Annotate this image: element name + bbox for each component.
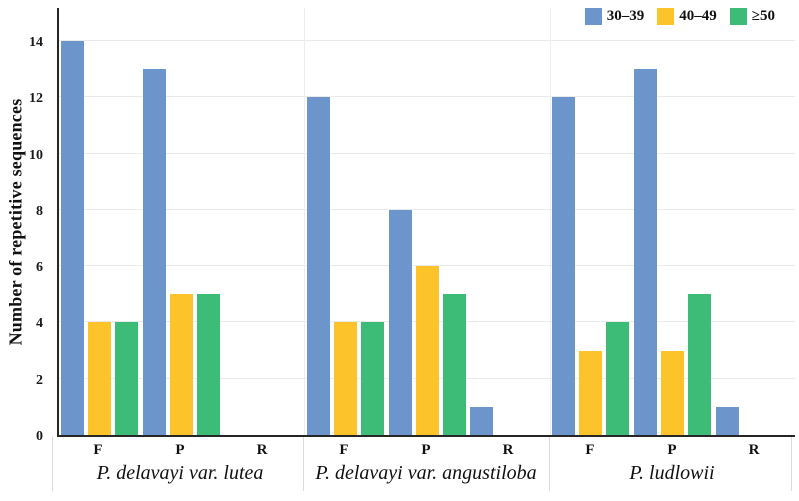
bar-40–49 [88, 322, 112, 435]
label-area-edge-line [52, 437, 53, 491]
group-separator-line [304, 8, 306, 435]
bar-group-1 [59, 8, 304, 435]
bars-container [59, 8, 795, 435]
bar-30–39 [715, 407, 739, 435]
bar-≥50 [442, 294, 466, 435]
gridline-y-10 [59, 152, 795, 154]
bar-group-2 [304, 8, 549, 435]
category-label-F: F [339, 442, 349, 458]
bar-30–39 [61, 41, 85, 435]
category-P-group-3 [631, 8, 713, 435]
bar-40–49 [579, 351, 603, 435]
legend-swatch-icon [729, 8, 747, 25]
y-tick-label: 14 [29, 35, 43, 50]
bar-40–49 [415, 266, 439, 435]
bar-≥50 [606, 322, 630, 435]
category-label-R: R [748, 442, 760, 458]
bar-30–39 [470, 407, 494, 435]
y-tick-label: 0 [36, 429, 43, 444]
bar-≥50 [197, 294, 221, 435]
y-tick-label: 6 [36, 260, 43, 276]
category-P-group-1 [141, 8, 223, 435]
group-label-1: P. delavayi var. lutea [96, 462, 264, 484]
category-label-P: P [421, 442, 431, 458]
category-label-R: R [256, 442, 268, 458]
category-label-R: R [502, 442, 514, 458]
category-label-P: P [175, 442, 185, 458]
label-area-edge-line [791, 437, 792, 491]
bar-30–39 [633, 69, 657, 435]
y-axis-tick-labels: 0 2 4 6 8 10 12 14 [0, 8, 50, 444]
group-label-row: P. delavayi var. lutea P. delavayi var. a… [57, 459, 795, 489]
legend-item: ≥50 [729, 8, 775, 25]
bar-group-3 [550, 8, 795, 435]
bar-40–49 [333, 322, 357, 435]
bar-30–39 [388, 210, 412, 435]
legend-item: 40–49 [657, 8, 717, 25]
bar-≥50 [360, 322, 384, 435]
y-tick-label: 10 [29, 147, 43, 163]
category-label-F: F [585, 442, 595, 458]
legend-label: 40–49 [679, 8, 717, 24]
legend-item: 30–39 [584, 8, 645, 25]
category-F-group-2 [304, 8, 386, 435]
gridline-y-12 [59, 96, 795, 98]
category-R-group-2 [468, 8, 550, 435]
label-area-separator-line [302, 437, 304, 491]
label-area-separator-line [549, 437, 550, 491]
legend-label: 30–39 [606, 8, 645, 24]
gridline-y-6 [59, 265, 795, 267]
legend-swatch-icon [584, 8, 602, 25]
y-tick-label: 12 [29, 91, 43, 107]
bar-30–39 [143, 69, 167, 435]
legend: 30–39 40–49 ≥50 [584, 8, 775, 25]
category-R-group-3 [713, 8, 795, 435]
legend-swatch-icon [657, 8, 675, 25]
y-tick-label: 2 [36, 372, 43, 388]
bar-40–49 [170, 294, 194, 435]
group-label-3: P. ludlowii [629, 462, 715, 484]
gridline-y-14 [59, 40, 795, 41]
bar-≥50 [115, 322, 139, 435]
plot-area [57, 8, 795, 437]
category-F-group-3 [550, 8, 632, 435]
bar-30–39 [306, 97, 330, 435]
y-tick-label: 8 [36, 203, 43, 219]
category-label-P: P [667, 442, 677, 458]
bar-40–49 [660, 351, 684, 435]
legend-label: ≥50 [751, 8, 775, 24]
group-separator-line [549, 8, 551, 435]
category-P-group-2 [386, 8, 468, 435]
gridline-y-8 [59, 208, 795, 210]
group-label-2: P. delavayi var. angustiloba [315, 462, 537, 484]
bar-30–39 [552, 97, 576, 435]
category-F-group-1 [59, 8, 141, 435]
bar-≥50 [687, 294, 711, 435]
y-tick-label: 4 [36, 316, 43, 332]
category-R-group-1 [223, 8, 305, 435]
category-label-F: F [93, 442, 103, 458]
